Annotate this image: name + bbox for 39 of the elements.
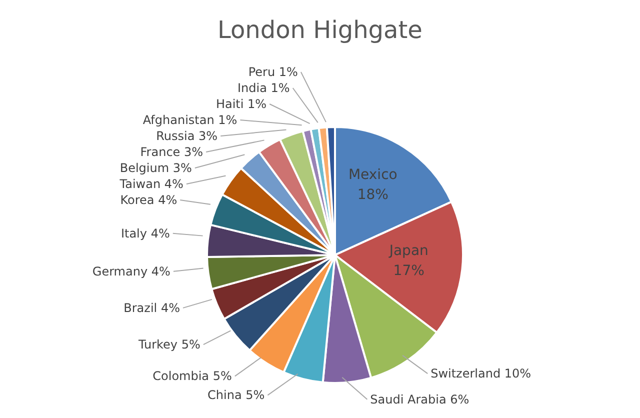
slice-label: Japan <box>388 242 428 259</box>
slice-label: China <box>208 388 246 402</box>
data-label: 1% <box>218 113 238 127</box>
data-label: 5% <box>181 338 200 352</box>
data-label: 3% <box>184 145 204 159</box>
slice-label: Brazil <box>124 300 161 315</box>
slice-label: Peru <box>248 65 279 79</box>
data-label: 4% <box>158 193 178 207</box>
data-label: 1% <box>248 97 267 111</box>
slice-label: Switzerland <box>430 366 504 381</box>
data-label: 5% <box>246 388 265 402</box>
slice-label: Russia <box>156 129 199 143</box>
data-label: 4% <box>160 300 180 315</box>
data-label: 18% <box>357 187 388 204</box>
slice-label: Germany <box>92 264 152 278</box>
data-label: 6% <box>450 392 470 406</box>
slice-label: Colombia <box>152 369 213 384</box>
data-label: 4% <box>151 264 170 278</box>
slice-label: Belgium <box>120 161 173 175</box>
slice-label: Korea <box>120 193 158 207</box>
slice-label: Haiti <box>216 97 248 111</box>
slice-label: Italy <box>120 226 151 240</box>
slice-label: Saudi Arabia <box>370 392 450 406</box>
data-label: 1% <box>270 81 290 95</box>
slice-label: France <box>140 145 184 159</box>
data-label: 1% <box>278 65 298 79</box>
slice-label: Taiwan <box>118 177 164 191</box>
slice-label: Mexico <box>348 167 398 184</box>
data-label: 4% <box>150 226 170 240</box>
slice-label: Turkey <box>138 338 182 352</box>
data-label: 17% <box>393 262 424 279</box>
slice-label: Afghanistan <box>142 113 218 127</box>
data-label: 5% <box>212 369 232 384</box>
data-label: 10% <box>504 366 532 381</box>
data-label: 3% <box>172 161 192 175</box>
data-label: 3% <box>198 129 218 143</box>
chart-title: London Highgate <box>218 16 422 44</box>
slice-label: India <box>238 81 271 95</box>
data-label: 4% <box>164 177 184 191</box>
